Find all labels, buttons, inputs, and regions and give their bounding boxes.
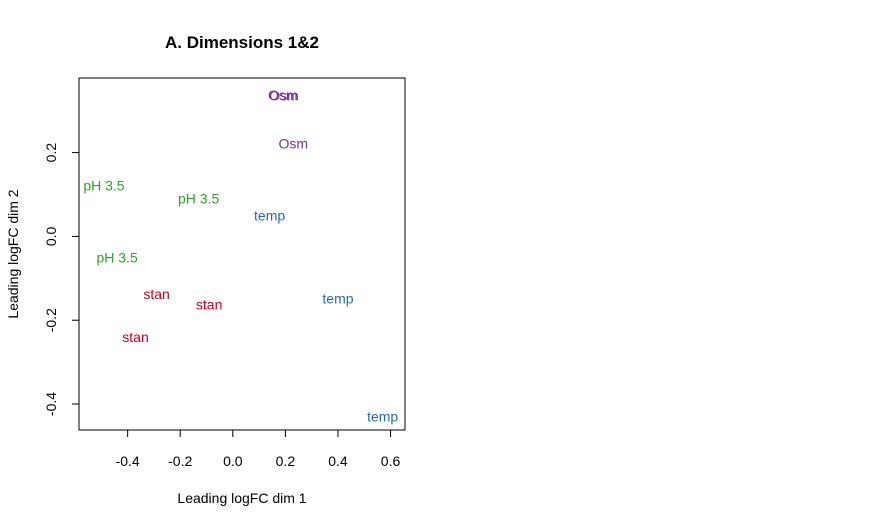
y-tick-label: -0.4 — [43, 392, 59, 416]
point-label: pH 3.5 — [178, 191, 219, 207]
x-tick-label: 0.0 — [223, 453, 243, 469]
point-label: Osm — [269, 88, 299, 104]
x-tick-label: -0.4 — [116, 453, 140, 469]
x-tick-label: 0.2 — [276, 453, 296, 469]
x-axis-label: Leading logFC dim 1 — [177, 490, 306, 506]
y-axis-label: Leading logFC dim 2 — [5, 189, 21, 318]
point-label: pH 3.5 — [96, 249, 137, 265]
point-label: pH 3.5 — [83, 177, 124, 193]
y-tick-label: 0.2 — [43, 143, 59, 163]
y-tick-label: -0.2 — [43, 308, 59, 332]
chart-title: A. Dimensions 1&2 — [165, 33, 319, 52]
point-label: temp — [367, 409, 398, 425]
point-label: stan — [196, 297, 222, 313]
point-label: Osm — [268, 87, 298, 103]
x-tick-label: 0.4 — [328, 453, 348, 469]
point-label: temp — [254, 207, 285, 223]
x-axis: -0.4 -0.2 0.0 0.2 0.4 0.6 — [116, 429, 401, 469]
point-label: stan — [143, 286, 169, 302]
point-label: stan — [122, 329, 148, 345]
y-tick-label: 0.0 — [43, 226, 59, 246]
x-tick-label: -0.2 — [168, 453, 192, 469]
point-label: Osm — [278, 135, 308, 151]
y-axis: -0.4 -0.2 0.0 0.2 — [43, 143, 80, 416]
x-tick-label: 0.6 — [381, 453, 401, 469]
point-label: temp — [322, 290, 353, 306]
